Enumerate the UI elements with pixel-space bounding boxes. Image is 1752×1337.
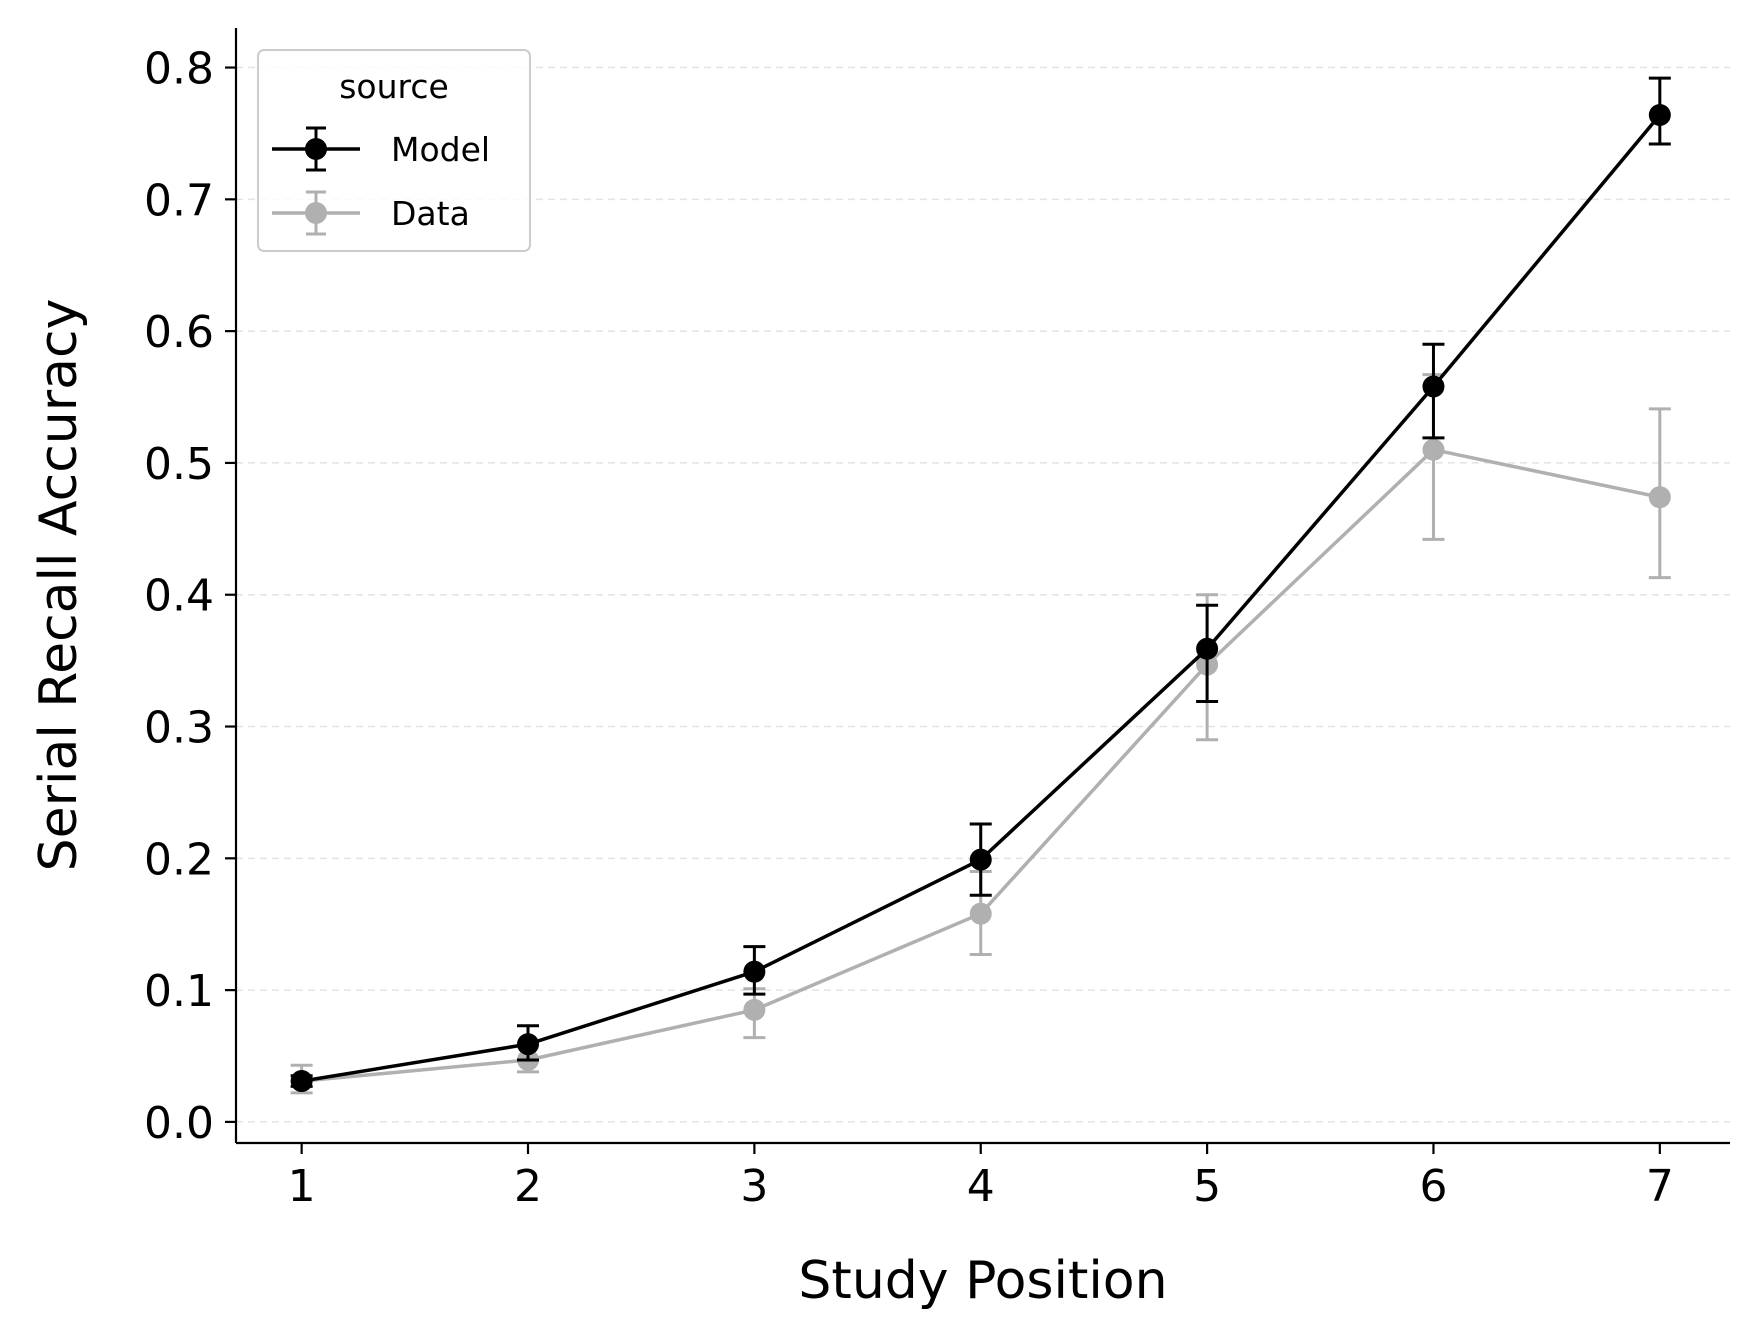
x-tick-label: 2 [514,1161,542,1212]
x-tick-label: 3 [740,1161,768,1212]
series-data-line [301,447,1661,1083]
x-ticks: 1 2 3 4 5 6 7 [288,1143,1674,1212]
axes [234,28,1730,1145]
y-tick-label: 0.2 [144,834,214,885]
legend-entry-model: Model [272,126,490,172]
data-point-data [1422,438,1445,461]
legend-model-marker [305,138,327,160]
legend-model-label: Model [391,130,490,169]
series-data [290,373,1671,1095]
y-tick-label: 0.3 [144,703,214,754]
x-tick-label: 1 [288,1161,316,1212]
data-point-model [969,848,992,871]
y-tick-label: 0.5 [144,439,214,490]
x-tick-label: 7 [1646,1161,1674,1212]
y-tick-label: 0.8 [144,44,214,95]
data-point-model [743,960,766,983]
x-axis-title: Study Position [798,1251,1167,1311]
series-model [290,76,1671,1093]
legend-frame [257,49,531,252]
y-tick-label: 0.4 [144,571,214,622]
y-ticks: 0.0 0.1 0.2 0.3 0.4 0.5 0.6 0.7 0.8 [144,44,236,1149]
data-point-model [290,1070,313,1093]
x-tick-label: 4 [967,1161,995,1212]
legend-title: source [339,67,449,106]
x-tick-label: 5 [1193,1161,1221,1212]
y-tick-label: 0.1 [144,966,214,1017]
y-tick-label: 0.6 [144,307,214,358]
legend-data-label: Data [391,194,470,233]
data-point-data [969,902,992,925]
legend: source Model Data [257,49,531,252]
legend-entry-data: Data [272,190,470,236]
y-axis-title: Serial Recall Accuracy [29,299,89,872]
y-tick-label: 0.0 [144,1098,214,1149]
data-point-model [1196,637,1219,660]
data-point-data [1648,486,1671,509]
series [290,76,1671,1095]
data-point-model [517,1033,540,1056]
data-point-model [1648,103,1671,126]
data-point-data [743,998,766,1021]
data-point-model [1422,375,1445,398]
y-tick-label: 0.7 [144,175,214,226]
x-tick-label: 6 [1419,1161,1447,1212]
legend-data-marker [305,202,327,224]
